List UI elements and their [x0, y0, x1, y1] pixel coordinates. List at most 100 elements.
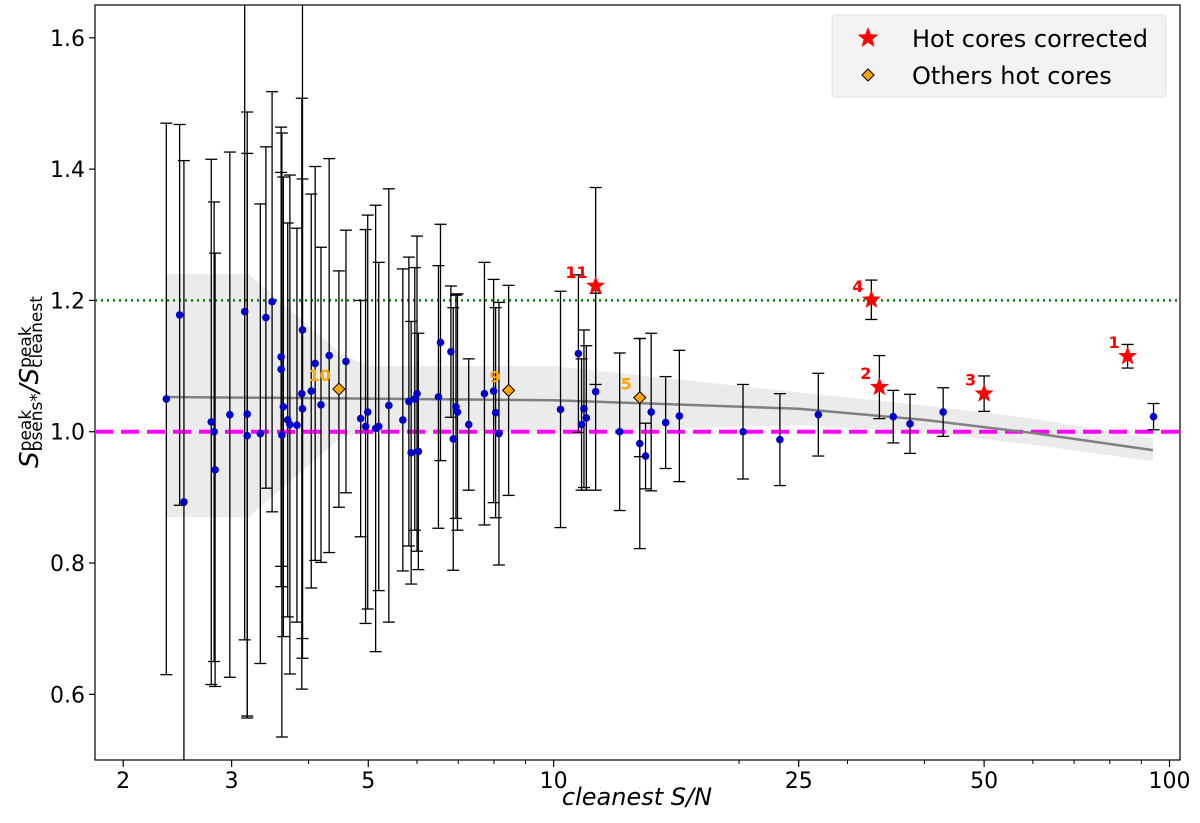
data-point: [180, 498, 188, 506]
y-axis-label-part: cleanest: [27, 296, 47, 368]
legend-label: Others hot cores: [912, 62, 1112, 90]
x-tick-label: 10: [540, 769, 568, 794]
data-point: [1149, 412, 1158, 421]
data-point: [436, 338, 445, 347]
legend-box: [831, 14, 1167, 98]
data-point: [307, 387, 316, 395]
data-point: [447, 347, 455, 356]
data-point: [277, 365, 285, 374]
data-point: [906, 420, 914, 428]
data-point: [776, 435, 784, 444]
data-point: [277, 353, 285, 361]
point-label: 3: [965, 371, 976, 390]
y-axis-label-part: peak: [16, 326, 36, 368]
data-point: [414, 447, 423, 456]
data-point: [374, 422, 383, 431]
confidence-band: [166, 274, 1153, 518]
data-point: [243, 410, 252, 418]
data-point: [332, 382, 346, 396]
data-point: [661, 418, 670, 427]
data-point: [453, 408, 462, 416]
data-point: [311, 359, 319, 368]
data-point: [615, 427, 624, 436]
data-point: [413, 389, 421, 398]
legend-marker: [857, 27, 879, 47]
data-point: [262, 313, 270, 322]
x-tick-label: 25: [785, 769, 813, 794]
plot-frame: [94, 4, 1181, 761]
data-point: [286, 420, 294, 429]
data-point: [480, 389, 489, 398]
x-axis-label: cleanest S/N: [562, 783, 712, 811]
data-point: [501, 383, 516, 398]
trend-line: [166, 395, 1154, 452]
data-point: [243, 431, 252, 440]
x-tick-label: 50: [970, 769, 998, 794]
data-point: [449, 435, 458, 443]
data-point: [279, 402, 288, 411]
data-point: [434, 393, 443, 401]
data-point: [210, 427, 218, 436]
point-label: 10: [309, 366, 331, 385]
point-label: 2: [860, 364, 871, 383]
plot-area: [95, 5, 1180, 760]
data-point: [175, 311, 184, 319]
y-tick-label: 0.6: [50, 683, 85, 708]
data-point: [298, 389, 306, 398]
y-tick-label: 0.8: [50, 552, 85, 577]
data-point: [574, 349, 583, 358]
y-axis-label-part: peak: [16, 410, 36, 452]
data-point: [582, 414, 591, 422]
x-tick-label: 3: [225, 769, 239, 794]
y-tick-label: 1.6: [50, 27, 85, 52]
data-point: [342, 357, 350, 366]
data-point: [939, 408, 947, 416]
data-point: [256, 429, 265, 438]
data-point: [814, 410, 823, 419]
data-point: [317, 401, 325, 409]
y-axis-label-part: bsens*: [27, 393, 47, 451]
data-point: [556, 405, 565, 414]
x-tick-label: 2: [116, 769, 130, 794]
data-point: [405, 397, 413, 406]
data-point: [675, 412, 684, 420]
data-point: [577, 420, 586, 429]
legend-marker: [861, 68, 875, 82]
y-tick-label: 1.4: [50, 158, 85, 183]
data-point: [580, 404, 588, 413]
data-point: [641, 452, 650, 460]
data-point: [491, 408, 500, 417]
data-point: [495, 429, 503, 438]
data-point: [489, 387, 498, 395]
y-axis-label-part: /S: [15, 368, 45, 395]
point-label: 11: [565, 263, 587, 282]
data-point: [739, 427, 747, 436]
x-tick-label: 100: [1149, 769, 1191, 794]
point-label: 5: [621, 375, 632, 394]
data-point: [278, 431, 286, 439]
data-point: [162, 395, 171, 403]
y-axis-label: Speakbsens*/Speakcleanest: [15, 296, 47, 468]
y-tick-label: 1.2: [50, 289, 85, 314]
data-point: [464, 420, 473, 429]
data-point: [647, 408, 655, 416]
data-point: [298, 404, 307, 413]
data-point: [211, 466, 219, 474]
x-tick-label: 5: [361, 769, 375, 794]
data-point: [361, 422, 370, 431]
data-point: [325, 351, 333, 360]
point-label: 4: [852, 277, 863, 296]
data-point: [1118, 346, 1138, 365]
y-tick-label: 1.0: [50, 421, 85, 446]
point-label: 1: [1108, 333, 1119, 352]
y-axis-label-part: S: [15, 451, 45, 468]
data-point: [268, 297, 276, 306]
data-point: [869, 377, 889, 396]
data-point: [293, 421, 301, 429]
data-point: [633, 390, 647, 405]
data-point: [889, 412, 898, 421]
data-point: [861, 289, 881, 308]
data-point: [586, 275, 606, 295]
data-point: [226, 410, 234, 419]
